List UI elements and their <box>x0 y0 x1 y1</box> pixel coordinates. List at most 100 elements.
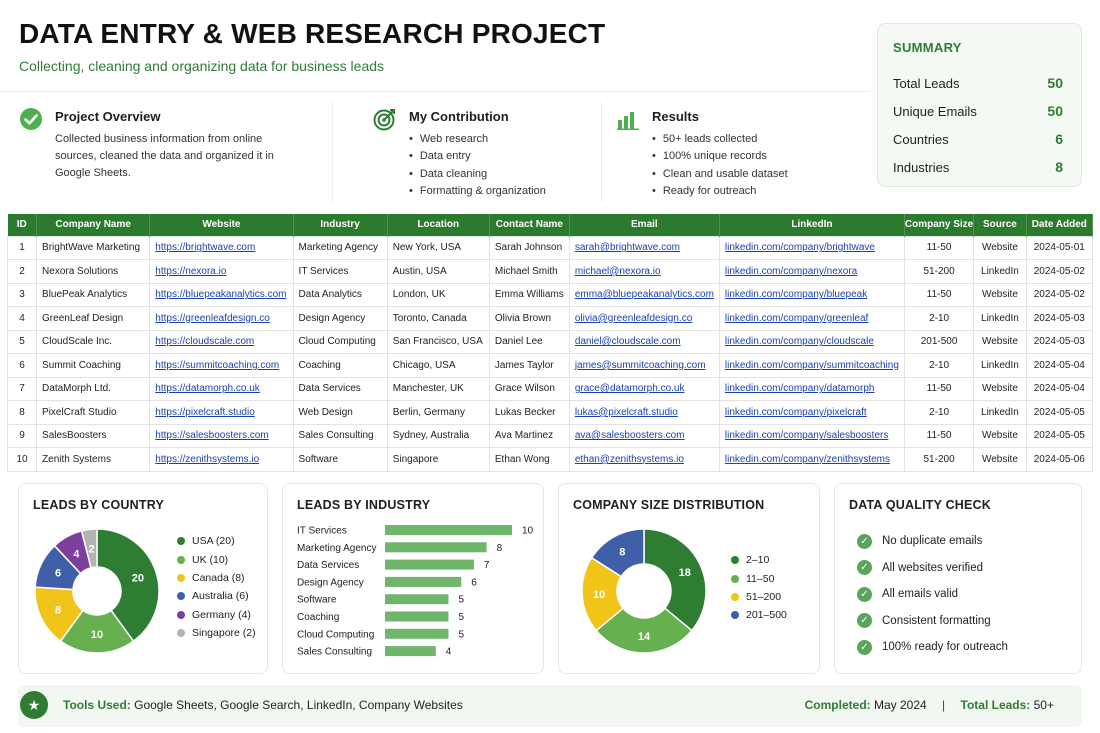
column-header: Industry <box>293 214 388 236</box>
table-link[interactable]: https://datamorph.co.uk <box>149 376 294 401</box>
table-link[interactable]: grace@datamorph.co.uk <box>568 376 720 401</box>
table-cell: Website <box>973 235 1027 260</box>
summary-row: Unique Emails 50 <box>893 97 1063 125</box>
legend-label: UK (10) <box>192 553 229 566</box>
table-link[interactable]: https://summitcoaching.com <box>149 353 294 378</box>
table-link[interactable]: https://salesboosters.com <box>149 423 294 448</box>
summary-card: SUMMARY Total Leads 50 Unique Emails 50 Co… <box>877 23 1082 187</box>
bar-category-label: Coaching <box>297 612 339 623</box>
bar-value-label: 7 <box>484 560 490 571</box>
column-header: Source <box>973 214 1027 236</box>
check-icon: ✓ <box>857 586 872 602</box>
table-row: 8 PixelCraft Studio https://pixelcraft.stu… <box>6 400 1094 425</box>
column-header: Email <box>569 214 720 236</box>
summary-label: Countries <box>893 131 949 147</box>
table-link[interactable]: https://brightwave.com <box>149 235 294 260</box>
footer-bar: ★ Tools Used: Google Sheets, Google Sear… <box>18 685 1082 727</box>
summary-label: Unique Emails <box>893 103 977 119</box>
summary-label: Total Leads <box>893 75 960 91</box>
legend-swatch <box>731 556 739 565</box>
summary-row: Industries 8 <box>893 153 1063 181</box>
table-link[interactable]: daniel@cloudscale.com <box>568 329 720 354</box>
table-link[interactable]: lukas@pixelcraft.studio <box>568 400 720 425</box>
table-cell: LinkedIn <box>973 259 1027 284</box>
column-header: Location <box>387 214 490 236</box>
table-cell: 2024-05-05 <box>1025 423 1094 448</box>
legend-item: UK (10) <box>177 550 256 568</box>
bar-category-label: Software <box>297 595 337 606</box>
table-link[interactable]: michael@nexora.io <box>568 259 720 284</box>
legend-swatch <box>731 611 739 620</box>
table-link[interactable]: https://bluepeakanalytics.com <box>149 282 294 307</box>
table-link[interactable]: linkedin.com/company/zenithsystems <box>718 447 905 472</box>
table-link[interactable]: emma@bluepeakanalytics.com <box>568 282 720 307</box>
summary-value: 6 <box>1055 131 1063 147</box>
target-icon <box>373 109 395 131</box>
legend-item: Singapore (2) <box>177 624 256 642</box>
slice-singapore <box>80 528 98 569</box>
table-link[interactable]: linkedin.com/company/cloudscale <box>718 329 905 354</box>
table-cell: 2 <box>6 259 38 284</box>
check-circle-icon <box>20 108 42 130</box>
table-link[interactable]: linkedin.com/company/pixelcraft <box>718 400 905 425</box>
info-divider <box>332 102 333 202</box>
bar-category-label: Sales Consulting <box>297 647 372 658</box>
table-link[interactable]: https://pixelcraft.studio <box>149 400 294 425</box>
table-row: 4 GreenLeaf Design https://greenleafdesign… <box>6 306 1094 331</box>
table-cell: 2024-05-02 <box>1025 259 1094 284</box>
tools-used: Tools Used: Google Sheets, Google Search… <box>63 698 463 712</box>
table-cell: 201-500 <box>903 329 975 354</box>
table-link[interactable]: https://greenleafdesign.co <box>149 306 294 331</box>
contribution-title: My Contribution <box>409 109 509 124</box>
table-link[interactable]: linkedin.com/company/nexora <box>718 259 905 284</box>
list-item: Clean and usable dataset <box>652 166 788 183</box>
table-cell: New York, USA <box>386 235 490 260</box>
table-cell: Coaching <box>292 353 388 378</box>
table-cell: Sydney, Australia <box>386 423 490 448</box>
table-cell: 2024-05-03 <box>1025 306 1094 331</box>
legend-label: Australia (6) <box>192 590 249 603</box>
table-row: 7 DataMorph Ltd. https://datamorph.co.uk Da… <box>6 376 1094 401</box>
table-link[interactable]: ava@salesboosters.com <box>568 423 720 448</box>
column-header: ID <box>7 214 38 236</box>
table-link[interactable]: linkedin.com/company/salesboosters <box>718 423 905 448</box>
chart-title: DATA QUALITY CHECK <box>849 498 992 512</box>
table-link[interactable]: https://cloudscale.com <box>149 329 294 354</box>
quality-item: ✓ No duplicate emails <box>857 528 1008 555</box>
table-link[interactable]: linkedin.com/company/summitcoaching <box>718 353 905 378</box>
table-row: 3 BluePeak Analytics https://bluepeakanaly… <box>6 282 1094 307</box>
legend-label: Germany (4) <box>192 608 251 621</box>
table-cell: 2024-05-05 <box>1025 400 1094 425</box>
table-row: 9 SalesBoosters https://salesboosters.com S… <box>6 423 1094 448</box>
table-cell: 2-10 <box>903 400 975 425</box>
table-link[interactable]: olivia@greenleafdesign.co <box>568 306 720 331</box>
table-cell: PixelCraft Studio <box>36 400 151 425</box>
table-cell: London, UK <box>386 282 490 307</box>
industry-bar-chart: IT Services 10 Marketing Agency 8 Data Servi… <box>297 525 534 658</box>
list-item: 100% unique records <box>652 148 788 165</box>
table-cell: 1 <box>6 235 38 260</box>
table-link[interactable]: james@summitcoaching.com <box>568 353 720 378</box>
table-cell: Toronto, Canada <box>386 306 490 331</box>
list-item: 50+ leads collected <box>652 131 788 148</box>
legend-label: USA (20) <box>192 535 235 548</box>
legend-item: USA (20) <box>177 532 256 550</box>
summary-value: 50 <box>1047 103 1063 119</box>
table-row: 6 Summit Coaching https://summitcoaching.c… <box>6 353 1094 378</box>
table-link[interactable]: linkedin.com/company/bluepeak <box>718 282 905 307</box>
table-link[interactable]: linkedin.com/company/brightwave <box>718 235 905 260</box>
slice-label: 8 <box>55 604 61 616</box>
table-cell: Emma Williams <box>488 282 570 307</box>
summary-value: 50 <box>1047 75 1063 91</box>
slice-label: 10 <box>91 629 103 641</box>
legend-item: Australia (6) <box>177 587 256 605</box>
table-link[interactable]: ethan@zenithsystems.io <box>568 447 720 472</box>
table-link[interactable]: https://zenithsystems.io <box>149 447 294 472</box>
legend-swatch <box>731 574 739 583</box>
table-link[interactable]: sarah@brightwave.com <box>568 235 720 260</box>
table-link[interactable]: linkedin.com/company/greenleaf <box>718 306 905 331</box>
table-cell: 2024-05-06 <box>1025 447 1094 472</box>
table-link[interactable]: linkedin.com/company/datamorph <box>718 376 905 401</box>
table-link[interactable]: https://nexora.io <box>149 259 294 284</box>
legend-label: 51–200 <box>746 590 782 603</box>
